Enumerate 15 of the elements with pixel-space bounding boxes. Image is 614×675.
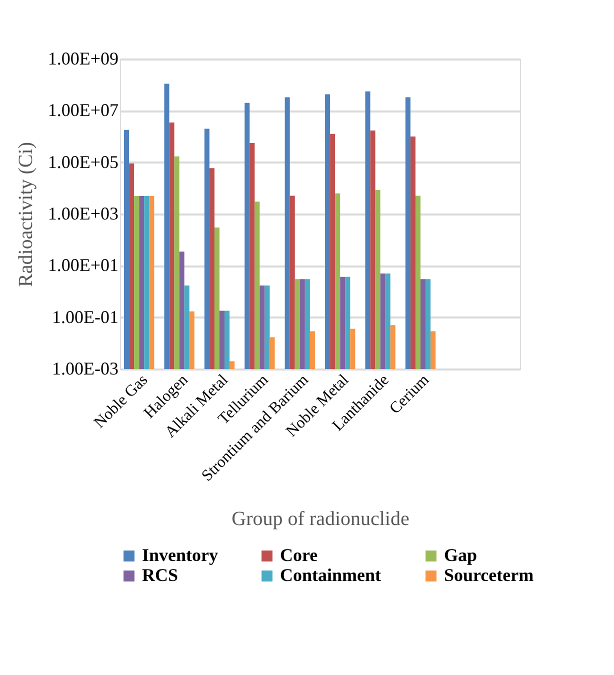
y-tick-label: 1.00E+01 — [48, 255, 118, 276]
y-tick-label: 1.00E-03 — [52, 358, 118, 378]
legend-label: Inventory — [142, 545, 218, 565]
x-axis-title: Group of radionuclide — [232, 508, 410, 530]
legend-label: Gap — [444, 545, 478, 565]
y-tick-label: 1.00E+09 — [48, 48, 118, 68]
legend-label: RCS — [142, 565, 178, 585]
y-tick-label: 1.00E+07 — [48, 100, 118, 120]
y-tick-label: 1.00E+05 — [48, 152, 118, 172]
legend-label: Sourceterm — [444, 565, 534, 585]
y-tick-label: 1.00E-01 — [52, 306, 118, 327]
legend-label: Core — [280, 545, 318, 565]
y-tick-label: 1.00E+03 — [48, 204, 118, 224]
legend-label: Containment — [280, 565, 382, 585]
y-axis-title: Radioactivity (Ci) — [14, 142, 37, 287]
